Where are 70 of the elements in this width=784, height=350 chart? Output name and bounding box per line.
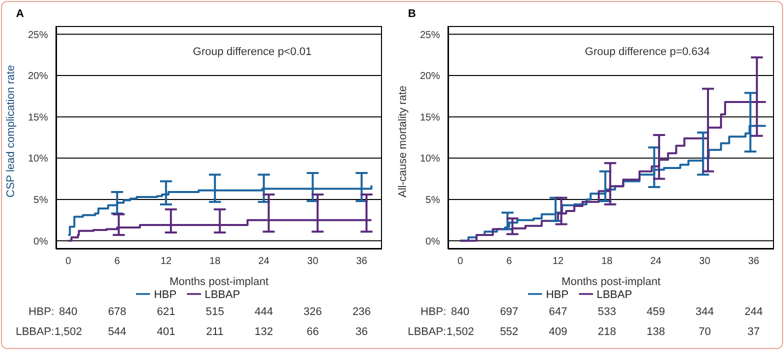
text: 678 [106,306,128,318]
text: 344 [694,306,715,318]
text: 697 [498,306,520,318]
y-tick-label: 5% [34,194,48,206]
x-tick-label: 6 [114,256,120,268]
y-tick-label: 25% [420,30,440,41]
y-tick-label: 0% [34,236,48,248]
text: 36 [354,326,369,338]
x-tick-label: 0 [457,256,464,268]
x-tick-label: 36 [356,256,368,268]
y-tick-label: 5% [426,194,440,206]
text: 840 [59,306,78,318]
text: 533 [596,306,618,318]
text: 515 [204,306,226,318]
y-axis-title: CSP lead complication rate [4,65,17,198]
text: 401 [156,326,176,338]
legend-label: HBP [546,289,569,301]
chart-title: B [408,8,416,20]
y-tick-label: 0% [426,236,440,248]
y-axis-title: All-cause mortality rate [396,86,409,198]
text: 840 [451,306,470,318]
text: 647 [548,306,568,318]
x-axis-title: Months post-implant [561,276,661,288]
x-tick-label: 18 [209,256,221,268]
text: 244 [743,306,764,318]
x-tick-label: 30 [307,256,319,268]
annotation: Group difference p<0.01 [192,46,312,58]
x-tick-label: 30 [699,256,711,268]
legend-label: HBP [154,289,177,301]
text: 621 [156,306,176,318]
text: 326 [302,306,323,318]
text: 544 [106,326,128,338]
text: 70 [698,326,712,338]
x-tick-label: 24 [650,256,662,268]
text: 138 [646,326,666,338]
text: 211 [205,326,225,338]
text: 1,502 [54,326,82,338]
text: 66 [306,326,320,338]
x-tick-label: 18 [601,256,613,268]
text: 409 [548,326,568,338]
y-tick-label: 15% [420,112,440,124]
chart-title: A [16,8,24,20]
text: 218 [596,326,618,338]
y-tick-label: 20% [420,71,440,82]
y-tick-label: 25% [28,30,48,41]
legend-label: LBBAP [204,289,240,301]
annotation: Group difference p=0.634 [584,46,710,58]
text: 444 [254,306,274,318]
text: 236 [351,306,372,318]
text: LBBAP: [408,326,446,338]
legend-label: LBBAP [596,289,632,301]
text: 1,502 [446,326,474,338]
y-tick-label: 20% [28,71,48,82]
text: 132 [254,326,274,338]
y-tick-label: 10% [420,154,440,165]
x-tick-label: 0 [65,256,72,268]
text: LBBAP: [16,326,54,338]
text: HBP: [420,306,446,318]
text: 37 [746,326,761,338]
text: 552 [498,326,520,338]
text: HBP: [28,306,54,318]
x-tick-label: 6 [506,256,512,268]
x-tick-label: 24 [258,256,270,268]
x-tick-label: 12 [552,256,564,268]
x-axis-title: Months post-implant [169,276,269,288]
y-tick-label: 10% [28,154,48,165]
text: 459 [646,306,666,318]
x-tick-label: 12 [160,256,172,268]
x-tick-label: 36 [748,256,760,268]
y-tick-label: 15% [28,112,48,124]
